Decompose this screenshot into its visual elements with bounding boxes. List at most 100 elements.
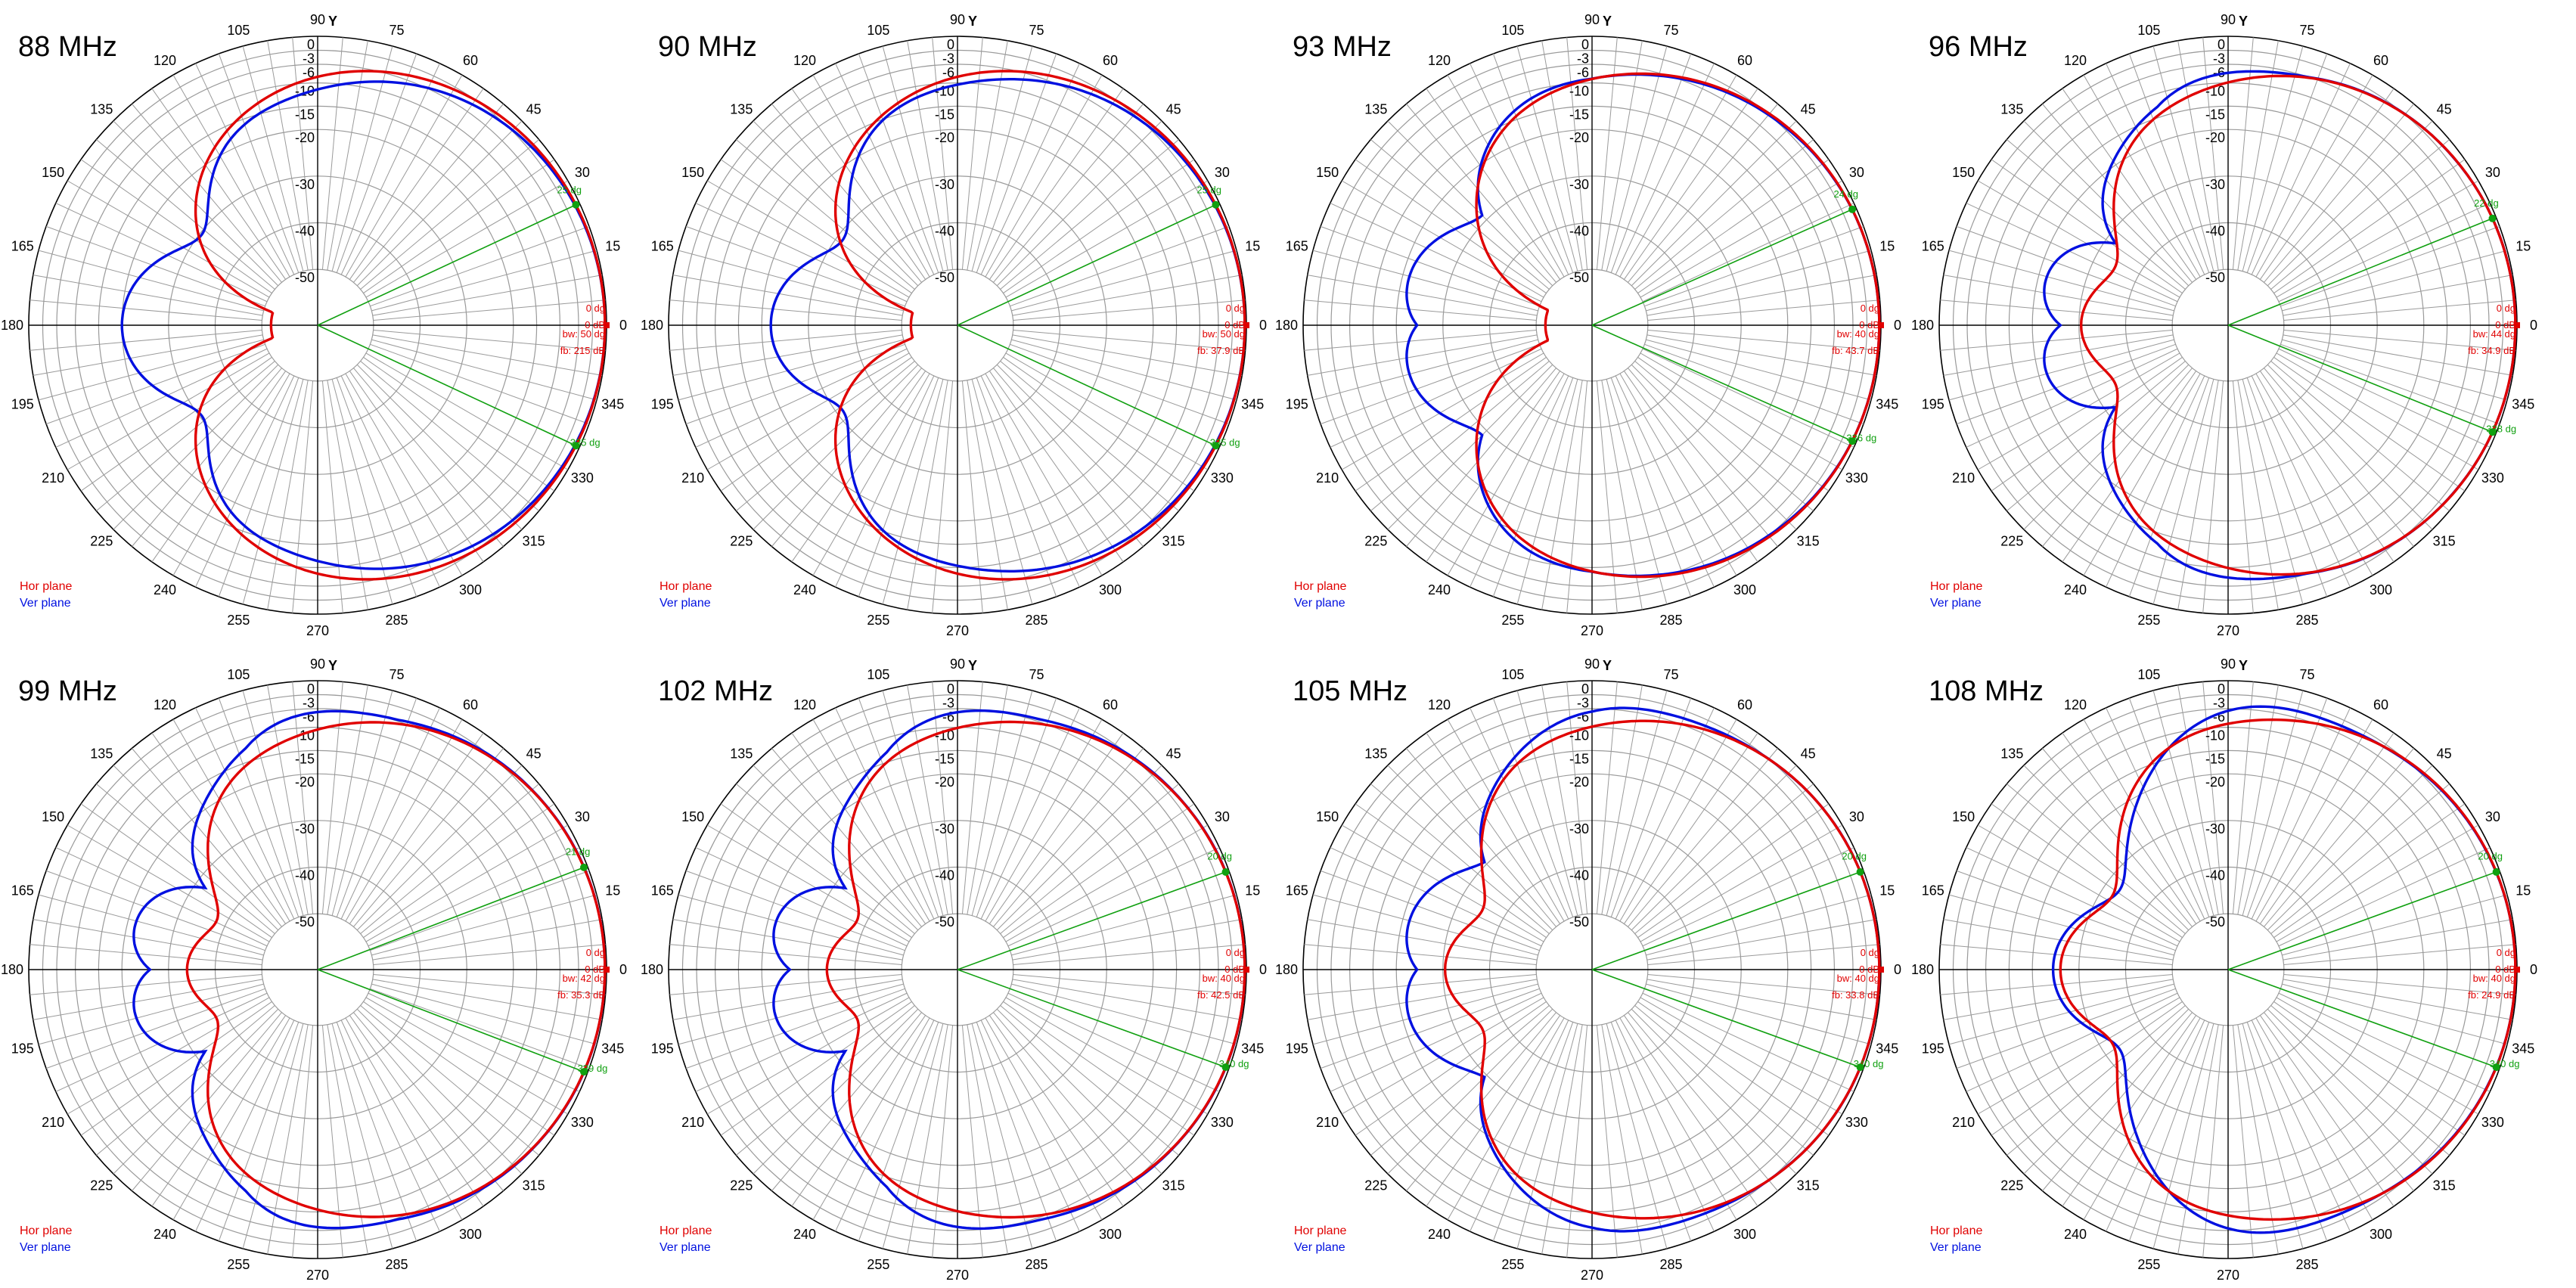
grid-spoke [835, 707, 935, 920]
grid-spoke [2270, 361, 2450, 511]
angle-label: 195 [1286, 1041, 1308, 1057]
grid-spoke [672, 979, 903, 1020]
grid-spoke [1003, 803, 1195, 939]
grid-spoke [1940, 973, 2173, 995]
grid-spoke [1596, 1025, 1618, 1258]
beam-label-lower: 340 dg [2490, 1058, 2520, 1069]
grid-spoke [45, 343, 265, 425]
beam-label-lower: 340 dg [1219, 1058, 1249, 1069]
grid-spoke [336, 1022, 417, 1242]
grid-spoke [1634, 139, 1814, 290]
radial-tick-label: -15 [1569, 751, 1589, 766]
grid-spoke [1355, 803, 1547, 939]
angle-label: 330 [2481, 470, 2504, 486]
angle-label: 165 [651, 883, 674, 898]
grid-spoke [1566, 37, 1588, 270]
grid-spoke [1646, 919, 1877, 961]
grid-spoke [1012, 334, 1243, 376]
grid-spoke [1012, 979, 1243, 1020]
axis-letter: Y [2239, 658, 2248, 673]
grid-spoke [2283, 979, 2513, 1020]
angle-label: 105 [227, 667, 250, 682]
beam-marker-lower [572, 442, 580, 450]
panel-title: 93 MHz [1293, 31, 1392, 63]
beam-line-lower [2227, 324, 2497, 434]
hor-plane-trace [2059, 718, 2517, 1221]
grid-spoke [2006, 139, 2186, 290]
angle-label: 180 [1, 962, 23, 977]
grid-spoke [1646, 983, 1872, 1045]
radial-tick-label: -50 [295, 270, 315, 285]
angle-label: 30 [2485, 809, 2500, 824]
grid-spoke [2177, 380, 2219, 610]
peak-annotation: 0 dB [1224, 964, 1245, 975]
angle-label: 90 [310, 656, 325, 672]
angle-label: 0 [1894, 962, 1901, 977]
angle-label: 330 [2481, 1115, 2504, 1130]
grid-spoke [678, 339, 904, 401]
grid-spoke [1312, 250, 1538, 312]
grid-spoke [1619, 373, 1737, 576]
angle-label: 270 [2217, 1268, 2239, 1283]
angle-label: 240 [154, 1227, 176, 1242]
grid-spoke [976, 1022, 1057, 1242]
legend-ver-plane: Ver plane [20, 1241, 71, 1254]
angle-label: 210 [1952, 1115, 1975, 1130]
grid-spoke [1647, 299, 1880, 321]
grid-spoke [373, 973, 606, 995]
angle-label: 315 [523, 534, 545, 549]
grid-spoke [2152, 379, 2214, 605]
angle-label: 330 [1845, 470, 1868, 486]
grid-spoke [1492, 697, 1574, 917]
angle-label: 255 [1501, 1257, 1524, 1272]
angle-label: 330 [571, 470, 594, 486]
beam-line-upper [317, 865, 588, 970]
grid-spoke [980, 375, 1080, 588]
radial-tick-label: -40 [935, 223, 954, 238]
peak-annotation: 0 dg [1226, 947, 1245, 958]
radial-tick-label: -3 [303, 695, 315, 710]
grid-spoke [363, 159, 555, 294]
radial-tick-label: 0 [947, 37, 954, 52]
grid-spoke [1606, 690, 1668, 916]
grid-spoke [80, 356, 272, 492]
grid-spoke [882, 45, 944, 272]
grid-spoke [1977, 180, 2180, 298]
grid-spoke [882, 1023, 944, 1249]
angle-label: 270 [946, 623, 969, 638]
angle-label: 240 [2064, 1227, 2087, 1242]
angle-label: 225 [1364, 1178, 1387, 1193]
grid-spoke [1606, 1023, 1668, 1249]
grid-spoke [685, 225, 905, 307]
grid-spoke [1011, 250, 1237, 312]
radial-tick-label: -6 [942, 709, 954, 725]
grid-spoke [996, 765, 1162, 931]
grid-spoke [1355, 159, 1547, 294]
legend-ver-plane: Ver plane [1930, 1241, 1982, 1254]
grid-spoke [360, 361, 539, 511]
grid-spoke [1470, 1020, 1569, 1232]
grid-spoke [1541, 1024, 1583, 1255]
grid-spoke [882, 690, 944, 916]
grid-spoke [706, 352, 910, 470]
grid-spoke [720, 159, 912, 294]
angle-label: 345 [1876, 1041, 1898, 1057]
peak-annotation: 0 dB [585, 319, 605, 331]
beam-marker-lower [1212, 442, 1220, 450]
grid-spoke [1615, 63, 1715, 275]
radial-tick-label: 0 [947, 681, 954, 697]
angle-label: 225 [1364, 534, 1387, 549]
angle-label: 345 [601, 1041, 624, 1057]
angle-label: 90 [310, 12, 325, 27]
grid-spoke [340, 63, 440, 275]
angle-label: 285 [386, 613, 408, 628]
angle-label: 0 [619, 962, 627, 977]
beam-marker-upper [2488, 214, 2497, 222]
grid-spoke [993, 104, 1144, 283]
grid-spoke [907, 380, 948, 610]
angle-label: 90 [1584, 656, 1600, 672]
grid-spoke [961, 1025, 983, 1258]
grid-spoke [331, 690, 393, 916]
angle-label: 285 [1026, 613, 1048, 628]
grid-spoke [1005, 824, 1209, 942]
